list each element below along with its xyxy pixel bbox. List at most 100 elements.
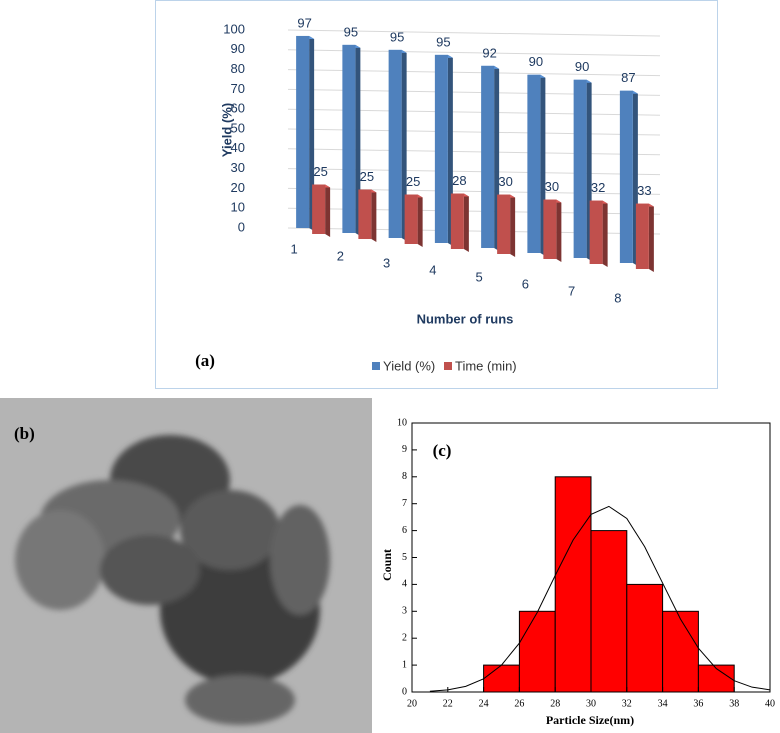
particle-cluster (270, 505, 330, 615)
histogram-bar (554, 476, 592, 693)
y-axis-label: Count (380, 549, 394, 581)
y-tick-label: 60 (231, 101, 245, 116)
bar (589, 200, 603, 264)
x-tick-label: 26 (514, 698, 524, 709)
x-tick-label: 4 (429, 262, 436, 277)
y-tick-label: 6 (402, 525, 407, 536)
histogram-bar (483, 664, 520, 693)
y-tick-label: 1 (402, 659, 407, 670)
bar (635, 203, 649, 269)
bar (450, 193, 464, 249)
value-label: 30 (545, 179, 559, 194)
value-label: 90 (575, 59, 589, 74)
y-tick-label: 5 (402, 552, 407, 563)
y-tick-label: 80 (231, 61, 245, 76)
particle-cluster (180, 490, 280, 570)
x-axis-label: Particle Size(nm) (546, 713, 634, 727)
x-tick-label: 1 (291, 241, 298, 256)
value-label: 90 (529, 54, 543, 69)
value-label: 95 (390, 29, 404, 44)
y-tick-label: 7 (402, 498, 407, 509)
y-tick-label: 3 (402, 606, 407, 617)
histogram-bar (518, 610, 556, 693)
bar (404, 194, 418, 244)
legend-label: Yield (%) (383, 358, 435, 373)
x-tick-label: 5 (476, 269, 483, 284)
particle-cluster (15, 510, 105, 610)
bar-side (417, 194, 423, 247)
bar-side (556, 199, 562, 262)
x-tick-label: 28 (550, 698, 560, 709)
y-tick-label: 40 (231, 140, 245, 155)
histogram-bar (662, 610, 699, 693)
y-tick-label: 10 (397, 417, 407, 428)
bar (573, 79, 587, 258)
bar (619, 90, 633, 264)
y-tick-label: 50 (231, 120, 245, 135)
particle-cluster (185, 675, 295, 725)
bar-side (355, 44, 361, 237)
legend-swatch (372, 362, 380, 370)
y-tick-label: 0 (402, 686, 407, 697)
y-axis-label: Yield (%) (219, 103, 234, 157)
histogram-bar (590, 530, 628, 693)
fit-curve (429, 505, 771, 692)
bar-side (510, 194, 516, 257)
x-tick-label: 24 (479, 698, 489, 709)
x-tick-label: 7 (568, 283, 575, 298)
value-label: 30 (498, 174, 512, 189)
x-tick-label: 2 (337, 248, 344, 263)
value-label: 32 (591, 180, 605, 195)
bar (497, 194, 511, 254)
value-label: 28 (452, 173, 466, 188)
bar-side (602, 200, 608, 267)
bar-side (371, 189, 377, 242)
bar-side (309, 35, 315, 231)
x-tick-label: 34 (658, 698, 668, 709)
panel-label: (c) (433, 441, 452, 460)
value-label: 87 (621, 70, 635, 85)
legend-swatch (444, 362, 452, 370)
bar (481, 65, 495, 248)
bar-side (325, 184, 331, 237)
bar (312, 184, 326, 234)
bar (527, 74, 541, 253)
x-tick-label: 38 (729, 698, 739, 709)
legend-label: Time (min) (455, 358, 517, 373)
grid-line (287, 29, 661, 37)
x-tick-label: 6 (522, 276, 529, 291)
x-tick-label: 40 (765, 698, 775, 709)
bar-side (648, 203, 654, 272)
x-tick-label: 20 (407, 698, 417, 709)
x-tick-label: 32 (622, 698, 632, 709)
value-label: 25 (360, 169, 374, 184)
x-tick-label: 8 (614, 290, 621, 305)
value-label: 33 (637, 183, 651, 198)
bar (434, 54, 448, 244)
bar (342, 44, 356, 234)
y-tick-label: 4 (402, 579, 407, 590)
x-tick-label: 30 (586, 698, 596, 709)
bar (543, 199, 557, 259)
x-tick-label: 22 (443, 698, 453, 709)
bar (296, 35, 310, 228)
y-tick-label: 20 (231, 180, 245, 195)
y-tick-label: 9 (402, 444, 407, 455)
panel-label: (b) (14, 424, 35, 443)
y-tick-label: 0 (238, 219, 245, 234)
bar (358, 189, 372, 239)
tem-image (0, 398, 372, 733)
y-tick-label: 8 (402, 471, 407, 482)
y-tick-label: 30 (231, 160, 245, 175)
histogram-bar (697, 664, 735, 693)
histogram-bar (626, 583, 664, 693)
x-tick-label: 36 (693, 698, 703, 709)
bar (388, 49, 402, 239)
value-label: 95 (344, 24, 358, 39)
y-tick-label: 10 (231, 200, 245, 215)
y-tick-label: 2 (402, 632, 407, 643)
bar-side (463, 193, 469, 252)
value-label: 97 (297, 15, 311, 30)
value-label: 25 (406, 174, 420, 189)
